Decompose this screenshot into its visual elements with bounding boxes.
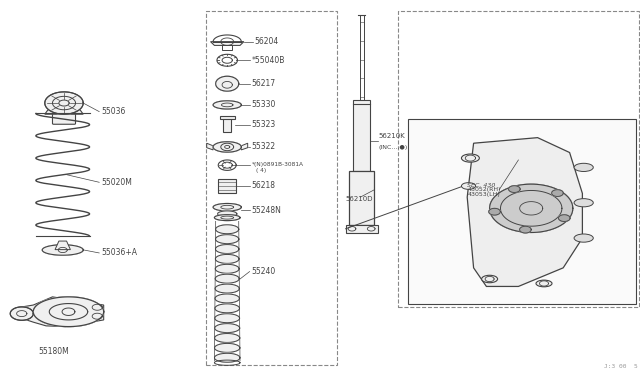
- Text: 56218: 56218: [252, 182, 275, 190]
- Ellipse shape: [461, 183, 476, 189]
- Bar: [398, 11, 639, 307]
- Ellipse shape: [214, 353, 240, 362]
- Polygon shape: [241, 143, 248, 150]
- Ellipse shape: [213, 142, 241, 152]
- Ellipse shape: [214, 215, 240, 221]
- Bar: [353, 100, 370, 171]
- FancyBboxPatch shape: [52, 113, 76, 124]
- Ellipse shape: [215, 304, 239, 313]
- Text: 55323: 55323: [252, 120, 276, 129]
- Circle shape: [10, 307, 33, 320]
- Ellipse shape: [215, 264, 239, 273]
- Ellipse shape: [213, 101, 241, 109]
- Circle shape: [552, 190, 563, 196]
- Polygon shape: [467, 138, 582, 286]
- Ellipse shape: [216, 235, 239, 244]
- Polygon shape: [45, 110, 83, 114]
- Bar: [220, 116, 235, 119]
- Ellipse shape: [574, 163, 593, 171]
- Text: SEC. 430: SEC. 430: [467, 183, 495, 188]
- Bar: [346, 225, 378, 232]
- Text: *(N)0891B-3081A: *(N)0891B-3081A: [252, 162, 303, 167]
- Text: 56204: 56204: [255, 37, 279, 46]
- Ellipse shape: [216, 225, 239, 234]
- Text: 55330: 55330: [252, 100, 276, 109]
- Ellipse shape: [216, 244, 239, 253]
- Ellipse shape: [574, 199, 593, 207]
- Circle shape: [520, 226, 531, 233]
- Polygon shape: [15, 297, 104, 327]
- Ellipse shape: [33, 297, 104, 327]
- Ellipse shape: [461, 154, 479, 162]
- Circle shape: [490, 184, 573, 232]
- Ellipse shape: [216, 76, 239, 91]
- Text: 55180M: 55180M: [38, 347, 69, 356]
- Circle shape: [559, 215, 570, 221]
- Bar: [218, 179, 236, 193]
- Ellipse shape: [218, 211, 237, 217]
- Ellipse shape: [574, 234, 593, 242]
- Text: 55240: 55240: [252, 267, 276, 276]
- Ellipse shape: [215, 324, 239, 333]
- Ellipse shape: [42, 245, 83, 255]
- Text: 56210K: 56210K: [379, 133, 406, 139]
- Ellipse shape: [481, 275, 497, 283]
- Text: 55036: 55036: [101, 107, 125, 116]
- Ellipse shape: [215, 274, 239, 283]
- Bar: [408, 119, 636, 304]
- Text: 43053(LH): 43053(LH): [467, 192, 500, 197]
- Bar: [223, 117, 231, 132]
- Ellipse shape: [215, 294, 239, 303]
- Ellipse shape: [536, 280, 552, 287]
- Text: 43052(RH): 43052(RH): [467, 187, 500, 192]
- Text: *55040B: *55040B: [252, 56, 285, 65]
- Bar: [222, 45, 232, 50]
- Polygon shape: [207, 143, 213, 150]
- Circle shape: [489, 208, 500, 215]
- Text: (INC....●): (INC....●): [379, 145, 408, 150]
- Circle shape: [45, 92, 83, 114]
- Circle shape: [509, 186, 520, 192]
- Ellipse shape: [216, 254, 239, 263]
- Text: 56210D: 56210D: [346, 196, 373, 202]
- Text: 55036+A: 55036+A: [101, 248, 137, 257]
- Ellipse shape: [215, 314, 239, 323]
- Text: 55322: 55322: [252, 142, 276, 151]
- Bar: [206, 11, 337, 365]
- Ellipse shape: [213, 203, 241, 211]
- Ellipse shape: [214, 334, 240, 343]
- Ellipse shape: [214, 343, 240, 352]
- Text: 55248N: 55248N: [252, 206, 282, 215]
- Text: J:3 00  5: J:3 00 5: [604, 364, 638, 369]
- Text: 55020M: 55020M: [101, 178, 132, 187]
- Ellipse shape: [215, 284, 239, 293]
- Text: ( 4): ( 4): [256, 167, 266, 173]
- Polygon shape: [55, 241, 70, 250]
- Text: 56217: 56217: [252, 79, 276, 88]
- Bar: [349, 171, 374, 225]
